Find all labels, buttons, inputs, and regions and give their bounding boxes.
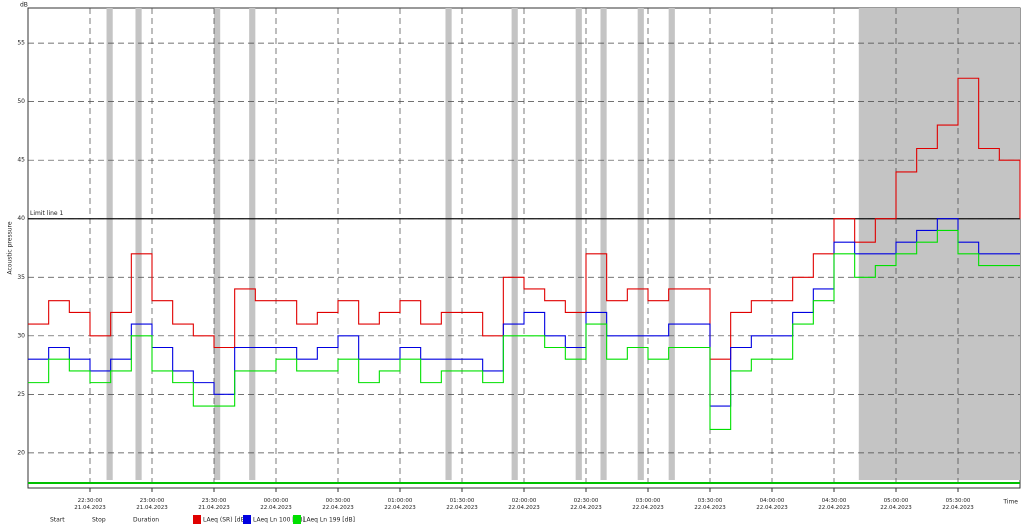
y-axis-label: Acoustic pressure (7, 221, 14, 274)
x-tick-label: 05:30:00 22.04.2023 (942, 498, 974, 511)
x-tick-label: 04:00:00 22.04.2023 (756, 498, 788, 511)
y-tick-label: 40 (17, 215, 25, 222)
x-tick-label: 03:30:00 22.04.2023 (694, 498, 726, 511)
x-tick-label: 04:30:00 22.04.2023 (818, 498, 850, 511)
highlight-interval (445, 8, 452, 480)
x-tick-label: 00:30:00 22.04.2023 (322, 498, 354, 511)
x-tick-label: 05:00:00 22.04.2023 (880, 498, 912, 511)
y-tick-label: 25 (17, 391, 25, 398)
x-tick-label: 02:00:00 22.04.2023 (508, 498, 540, 511)
footer-label: Start (50, 517, 65, 524)
legend-label: LAeq Ln 199 [dB] (303, 517, 355, 524)
y-tick-label: 55 (17, 40, 25, 47)
legend-label: LAeq Ln 100 [dB] (253, 517, 305, 524)
x-tick-label: 01:00:00 22.04.2023 (384, 498, 416, 511)
legend-swatch (293, 515, 301, 524)
x-tick-label: 22:30:00 21.04.2023 (74, 498, 106, 511)
y-tick-label: 30 (17, 332, 25, 339)
x-axis-label: Time (1002, 499, 1018, 506)
highlight-interval (214, 8, 221, 480)
y-tick-label: 20 (17, 449, 25, 456)
highlight-interval (575, 8, 582, 480)
y-tick-label: 35 (17, 274, 25, 281)
series-line (28, 77, 1021, 360)
status-strip (28, 482, 1020, 484)
y-tick-label: 50 (17, 98, 25, 105)
series-line (28, 229, 1020, 431)
x-tick-label: 02:30:00 22.04.2023 (570, 498, 602, 511)
legend-label: LAeq (SR) [dB] (203, 517, 247, 524)
legend-swatch (193, 515, 201, 524)
highlight-interval (249, 8, 256, 480)
footer-label: Duration (133, 517, 159, 524)
highlight-interval (600, 8, 607, 480)
legend-swatch (243, 515, 251, 524)
x-tick-label: 01:30:00 22.04.2023 (446, 498, 478, 511)
highlight-interval (858, 8, 1020, 480)
limit-line-label: Limit line 1 (30, 210, 64, 217)
x-tick-label: 23:30:00 21.04.2023 (198, 498, 230, 511)
x-tick-label: 03:00:00 22.04.2023 (632, 498, 664, 511)
x-tick-label: 00:00:00 22.04.2023 (260, 498, 292, 511)
highlight-interval (511, 8, 518, 480)
highlight-interval (106, 8, 113, 480)
x-tick-label: 23:00:00 21.04.2023 (136, 498, 168, 511)
footer-label: Stop (92, 517, 106, 524)
y-unit: dB (20, 2, 28, 9)
y-tick-label: 45 (17, 157, 25, 164)
highlight-interval (668, 8, 675, 480)
highlight-interval (637, 8, 644, 480)
highlight-interval (135, 8, 142, 480)
